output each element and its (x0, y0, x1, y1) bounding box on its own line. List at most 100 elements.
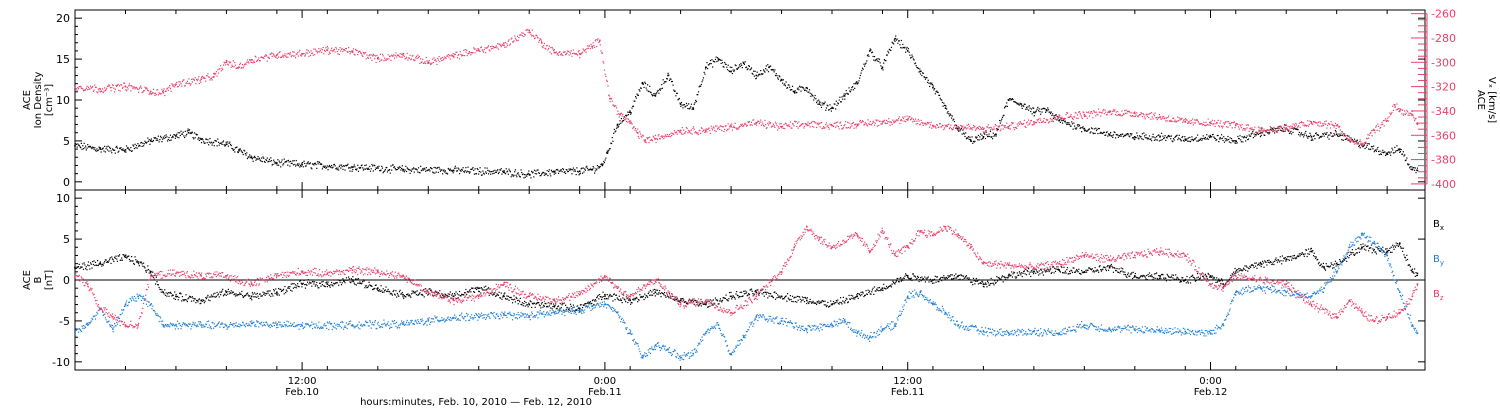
trace-dot (829, 104, 831, 106)
trace-dot (535, 34, 537, 36)
trace-dot (1069, 116, 1071, 118)
trace-dot (396, 56, 398, 58)
y2-tick-label: -280 (1431, 32, 1456, 45)
trace-dot (1191, 136, 1193, 138)
trace-dot (232, 149, 234, 151)
trace-dot (363, 168, 365, 170)
trace-dot (1027, 106, 1029, 108)
trace-dot (408, 57, 410, 59)
trace-dot (322, 166, 324, 168)
trace-dot (513, 174, 515, 176)
trace-dot (1257, 126, 1259, 128)
trace-dot (386, 171, 389, 173)
trace-dot (887, 50, 889, 52)
trace-dot (604, 73, 606, 76)
trace-dot (369, 284, 372, 287)
trace-dot (963, 133, 965, 135)
trace-dot (410, 169, 412, 171)
trace-dot (499, 169, 501, 171)
trace-dot (585, 166, 587, 168)
trace-dot (82, 263, 84, 265)
trace-dot (508, 299, 510, 301)
trace-dot (101, 90, 103, 93)
trace-dot (171, 295, 173, 297)
trace-dot (993, 126, 995, 128)
trace-dot (167, 140, 169, 142)
trace-dot (896, 38, 898, 40)
trace-dot (495, 45, 497, 47)
trace-dot (1070, 114, 1072, 116)
trace-dot (951, 115, 953, 117)
trace-dot (771, 69, 773, 71)
trace-dot (1073, 125, 1076, 127)
trace-dot (967, 136, 970, 138)
trace-dot (671, 135, 673, 137)
trace-dot (92, 90, 94, 92)
trace-dot (519, 34, 521, 36)
trace-dot (1312, 139, 1314, 141)
trace-dot (130, 150, 133, 152)
trace-dot (208, 76, 210, 78)
trace-dot (819, 126, 821, 128)
trace-dot (1365, 142, 1367, 144)
trace-dot (134, 88, 136, 90)
trace-dot (82, 145, 84, 147)
trace-dot (123, 149, 125, 152)
trace-dot (991, 138, 994, 140)
trace-dot (533, 38, 536, 40)
trace-dot (1216, 134, 1218, 137)
trace-dot (743, 123, 746, 125)
trace-dot (405, 165, 407, 167)
trace-dot (84, 147, 86, 149)
trace-dot (1293, 128, 1295, 130)
trace-dot (1262, 130, 1264, 132)
trace-dot (1093, 111, 1095, 113)
trace-dot (1392, 109, 1394, 111)
trace-dot (372, 288, 374, 290)
trace-dot (103, 150, 105, 152)
trace-dot (924, 123, 926, 125)
trace-dot (676, 92, 678, 94)
trace-dot (235, 293, 237, 295)
trace-dot (442, 170, 444, 172)
trace-dot (388, 169, 391, 171)
trace-dot (396, 296, 398, 298)
trace-dot (1375, 150, 1378, 152)
trace-dot (1305, 124, 1307, 127)
trace-dot (309, 162, 312, 164)
trace-dot (300, 165, 302, 167)
trace-dot (330, 49, 332, 51)
trace-dot (1272, 130, 1274, 132)
trace-dot (503, 293, 505, 295)
trace-dot (1288, 129, 1290, 131)
data-point (654, 291, 657, 294)
trace-dot (584, 48, 586, 51)
trace-dot (104, 151, 106, 153)
trace-dot (919, 68, 921, 70)
trace-dot (270, 52, 273, 54)
trace-dot (1296, 127, 1298, 129)
trace-dot (91, 86, 93, 88)
trace-dot (1207, 118, 1209, 120)
trace-dot (342, 168, 344, 170)
series-bx (74, 242, 1419, 313)
trace-dot (1283, 126, 1285, 128)
trace-dot (764, 119, 766, 121)
trace-dot (162, 90, 164, 92)
trace-dot (470, 168, 473, 171)
trace-dot (637, 94, 639, 96)
trace-dot (1206, 137, 1209, 139)
trace-dot (1143, 135, 1146, 137)
trace-dot (1221, 125, 1223, 127)
trace-dot (788, 84, 790, 86)
trace-dot (116, 258, 118, 260)
trace-dot (186, 300, 188, 303)
trace-dot (234, 147, 237, 149)
trace-dot (1371, 146, 1373, 148)
trace-dot (609, 100, 611, 103)
trace-dot (1073, 122, 1075, 124)
trace-dot (191, 78, 193, 81)
trace-dot (1185, 119, 1187, 121)
trace-dot (251, 59, 254, 61)
trace-dot (74, 144, 76, 146)
